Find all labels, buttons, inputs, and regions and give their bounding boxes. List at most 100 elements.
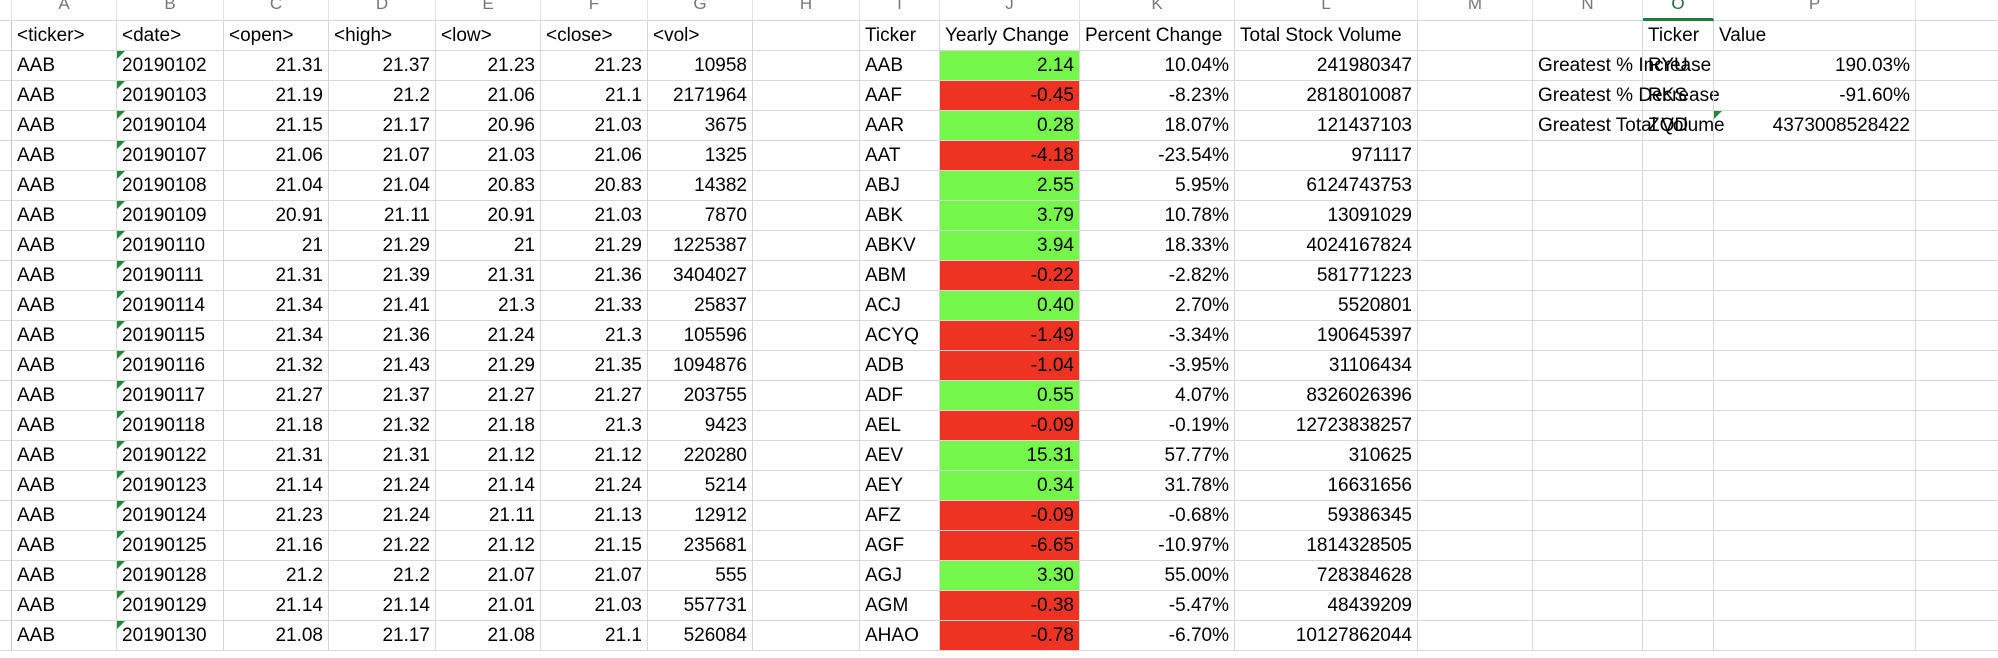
empty-cell[interactable] [1533, 441, 1643, 471]
raw-ticker-cell[interactable]: AAB [12, 531, 117, 561]
column-header-c[interactable]: C [224, 0, 329, 21]
raw-data-cell[interactable]: 21.13 [541, 501, 648, 531]
column-header-h[interactable]: H [753, 0, 860, 21]
empty-cell[interactable] [1916, 141, 1998, 171]
total-volume-cell[interactable]: 971117 [1235, 141, 1418, 171]
raw-data-cell[interactable]: 21.03 [541, 111, 648, 141]
raw-data-cell[interactable]: 21.27 [224, 381, 329, 411]
raw-data-cell[interactable]: 21.07 [436, 561, 541, 591]
total-volume-cell[interactable]: 13091029 [1235, 201, 1418, 231]
raw-data-cell[interactable]: 21.2 [224, 561, 329, 591]
empty-cell[interactable] [753, 81, 860, 111]
summary-ticker-cell[interactable]: AEL [860, 411, 940, 441]
percent-change-cell[interactable]: 55.00% [1080, 561, 1235, 591]
empty-cell[interactable] [1418, 531, 1533, 561]
raw-header-cell[interactable]: <low> [436, 21, 541, 51]
summary-ticker-cell[interactable]: AFZ [860, 501, 940, 531]
raw-data-cell[interactable]: 21.37 [329, 381, 436, 411]
raw-data-cell[interactable]: 20190111 [117, 261, 224, 291]
raw-data-cell[interactable]: 21.03 [541, 201, 648, 231]
empty-cell[interactable] [1418, 381, 1533, 411]
empty-cell[interactable] [1418, 321, 1533, 351]
yearly-change-cell[interactable]: -1.49 [940, 321, 1080, 351]
row-header[interactable] [0, 81, 12, 111]
greatest-label-cell[interactable]: Greatest Total Volume [1533, 111, 1725, 141]
empty-cell[interactable] [1418, 171, 1533, 201]
summary-ticker-cell[interactable]: ADF [860, 381, 940, 411]
empty-cell[interactable] [1916, 321, 1998, 351]
yearly-change-cell[interactable]: 0.55 [940, 381, 1080, 411]
raw-data-cell[interactable]: 21.12 [436, 441, 541, 471]
empty-cell[interactable] [1714, 381, 1916, 411]
row-header[interactable] [0, 501, 12, 531]
empty-cell[interactable] [1916, 51, 1998, 81]
empty-cell[interactable] [753, 351, 860, 381]
row-header[interactable] [0, 291, 12, 321]
raw-data-cell[interactable]: 20190102 [117, 51, 224, 81]
total-volume-cell[interactable]: 310625 [1235, 441, 1418, 471]
total-volume-cell[interactable]: 6124743753 [1235, 171, 1418, 201]
raw-data-cell[interactable]: 21.33 [541, 291, 648, 321]
raw-data-cell[interactable]: 21.18 [436, 411, 541, 441]
raw-data-cell[interactable]: 20190103 [117, 81, 224, 111]
raw-data-cell[interactable]: 3675 [648, 111, 753, 141]
empty-cell[interactable] [1643, 381, 1714, 411]
greatest-value-cell[interactable]: 4373008528422 [1714, 111, 1916, 141]
row-header[interactable] [0, 561, 12, 591]
raw-data-cell[interactable]: 21.3 [436, 291, 541, 321]
empty-cell[interactable] [1418, 81, 1533, 111]
row-header[interactable] [0, 261, 12, 291]
raw-ticker-cell[interactable]: AAB [12, 411, 117, 441]
raw-ticker-cell[interactable]: AAB [12, 441, 117, 471]
empty-cell[interactable] [1714, 351, 1916, 381]
empty-cell[interactable] [1916, 21, 1998, 51]
raw-data-cell[interactable]: 21.24 [329, 471, 436, 501]
empty-cell[interactable] [1418, 201, 1533, 231]
empty-cell[interactable] [1533, 561, 1643, 591]
raw-data-cell[interactable]: 20190124 [117, 501, 224, 531]
percent-change-cell[interactable]: 18.07% [1080, 111, 1235, 141]
raw-data-cell[interactable]: 21.29 [436, 351, 541, 381]
row-header[interactable] [0, 411, 12, 441]
percent-change-cell[interactable]: -6.70% [1080, 621, 1235, 651]
percent-change-cell[interactable]: -0.68% [1080, 501, 1235, 531]
raw-data-cell[interactable]: 20190125 [117, 531, 224, 561]
total-volume-cell[interactable]: 241980347 [1235, 51, 1418, 81]
empty-cell[interactable] [1533, 351, 1643, 381]
greatest-label-cell[interactable]: Greatest % Increase [1533, 51, 1711, 81]
total-volume-cell[interactable]: 5520801 [1235, 291, 1418, 321]
greatest-value-cell[interactable]: -91.60% [1714, 81, 1916, 111]
empty-cell[interactable] [753, 141, 860, 171]
raw-data-cell[interactable]: 20190116 [117, 351, 224, 381]
raw-data-cell[interactable]: 21.23 [224, 501, 329, 531]
raw-data-cell[interactable]: 21.11 [329, 201, 436, 231]
raw-data-cell[interactable]: 555 [648, 561, 753, 591]
raw-data-cell[interactable]: 21.1 [541, 621, 648, 651]
empty-cell[interactable] [1916, 171, 1998, 201]
empty-cell[interactable] [1418, 111, 1533, 141]
yearly-change-cell[interactable]: -6.65 [940, 531, 1080, 561]
row-header[interactable] [0, 531, 12, 561]
raw-data-cell[interactable]: 2171964 [648, 81, 753, 111]
raw-data-cell[interactable]: 20190123 [117, 471, 224, 501]
empty-cell[interactable] [753, 591, 860, 621]
percent-change-cell[interactable]: 10.04% [1080, 51, 1235, 81]
raw-data-cell[interactable]: 21.06 [541, 141, 648, 171]
empty-cell[interactable] [753, 321, 860, 351]
total-volume-cell[interactable]: 190645397 [1235, 321, 1418, 351]
summary-ticker-cell[interactable]: AGF [860, 531, 940, 561]
empty-cell[interactable] [753, 231, 860, 261]
column-header-b[interactable]: B [117, 0, 224, 21]
greatest-header-cell[interactable]: Ticker [1643, 21, 1714, 51]
percent-change-cell[interactable]: -8.23% [1080, 81, 1235, 111]
empty-cell[interactable] [1916, 411, 1998, 441]
summary-ticker-cell[interactable]: ABKV [860, 231, 940, 261]
empty-cell[interactable] [753, 561, 860, 591]
empty-cell[interactable] [1643, 591, 1714, 621]
yearly-change-cell[interactable]: 0.34 [940, 471, 1080, 501]
raw-data-cell[interactable]: 20190108 [117, 171, 224, 201]
total-volume-cell[interactable]: 728384628 [1235, 561, 1418, 591]
total-volume-cell[interactable]: 31106434 [1235, 351, 1418, 381]
raw-data-cell[interactable]: 20.83 [541, 171, 648, 201]
empty-cell[interactable] [1533, 201, 1643, 231]
